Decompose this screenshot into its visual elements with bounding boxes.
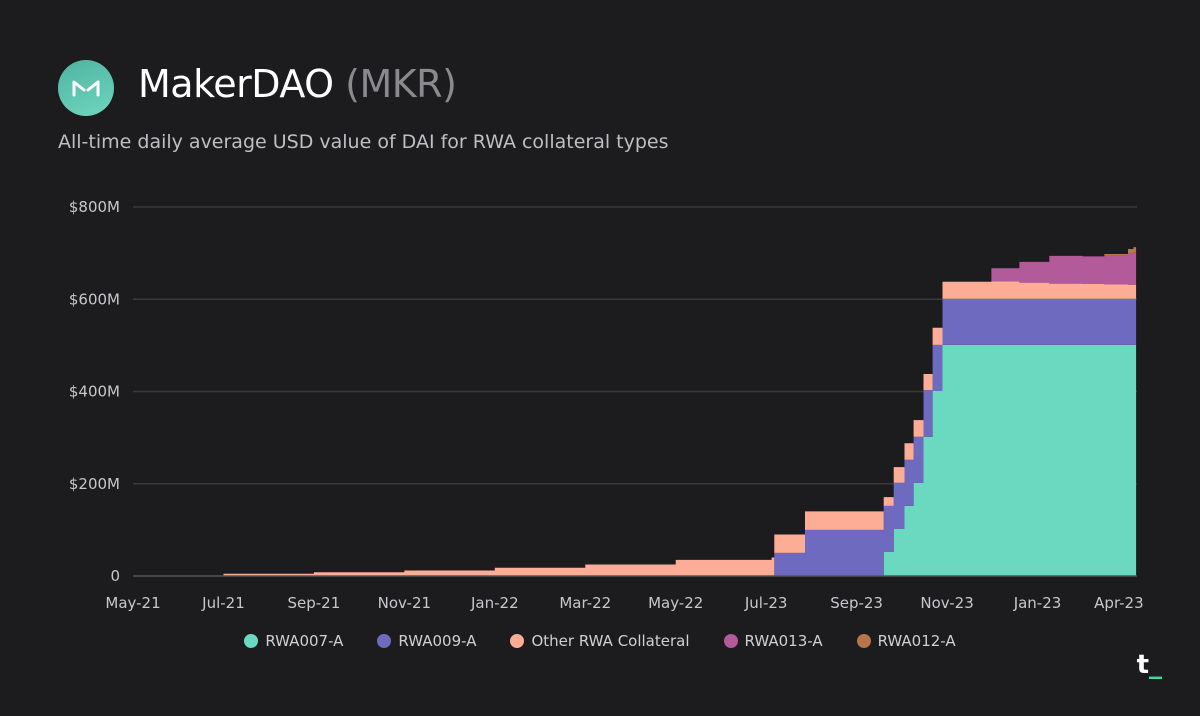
y-tick-label: 0: [110, 567, 120, 585]
project-name: MakerDAO: [138, 62, 334, 106]
x-tick-label: May-22: [648, 594, 703, 612]
legend-swatch: [244, 634, 259, 648]
ticker: (MKR): [345, 62, 457, 106]
y-tick-label: $400M: [69, 383, 120, 401]
page-title: MakerDAO (MKR): [138, 62, 457, 106]
area-rwa009-a: [133, 285, 1137, 576]
x-tick-label: Jan-22: [470, 594, 519, 612]
area-rwa013-a: [133, 230, 1137, 576]
legend-label: RWA012-A: [877, 632, 956, 650]
x-tick-label: Jul-21: [201, 594, 245, 612]
y-tick-label: $600M: [69, 290, 120, 308]
legend-swatch: [856, 634, 871, 648]
legend-label: RWA009-A: [398, 632, 477, 650]
legend-item[interactable]: Other RWA Collateral: [510, 632, 690, 650]
x-tick-label: Nov-23: [920, 594, 973, 612]
maker-m-icon: [72, 80, 100, 97]
makerdao-logo: [58, 60, 114, 116]
y-tick-label: $200M: [69, 475, 120, 493]
legend-label: RWA013-A: [744, 632, 823, 650]
x-tick-label: Mar-22: [559, 594, 611, 612]
legend-swatch: [510, 634, 525, 648]
x-tick-label: May-21: [105, 594, 160, 612]
x-tick-label: Jul-23: [744, 594, 788, 612]
legend-swatch: [377, 634, 392, 648]
chart-legend: RWA007-A RWA009-A Other RWA Collateral RWA0…: [0, 632, 1200, 650]
y-tick-label: $800M: [69, 198, 120, 216]
legend-item[interactable]: RWA013-A: [723, 632, 823, 650]
legend-item[interactable]: RWA007-A: [244, 632, 343, 650]
area-other-rwa-collateral: [133, 271, 1137, 576]
brand-logo: t_: [1137, 650, 1162, 680]
chart-subtitle: All-time daily average USD value of DAI …: [58, 131, 669, 153]
x-tick-label: Sep-23: [830, 594, 883, 612]
legend-swatch: [723, 634, 738, 648]
legend-label: Other RWA Collateral: [531, 632, 690, 650]
x-tick-label: Jan-23: [1013, 594, 1062, 612]
x-tick-label: Sep-21: [288, 594, 341, 612]
x-tick-label: Apr-23: [1094, 594, 1144, 612]
x-tick-label: Nov-21: [378, 594, 431, 612]
legend-label: RWA007-A: [265, 632, 344, 650]
brand-letter: t: [1136, 650, 1149, 680]
legend-item[interactable]: RWA012-A: [856, 632, 956, 650]
legend-item[interactable]: RWA009-A: [377, 632, 476, 650]
brand-accent: _: [1149, 650, 1162, 680]
area-rwa007-a: [133, 331, 1137, 576]
